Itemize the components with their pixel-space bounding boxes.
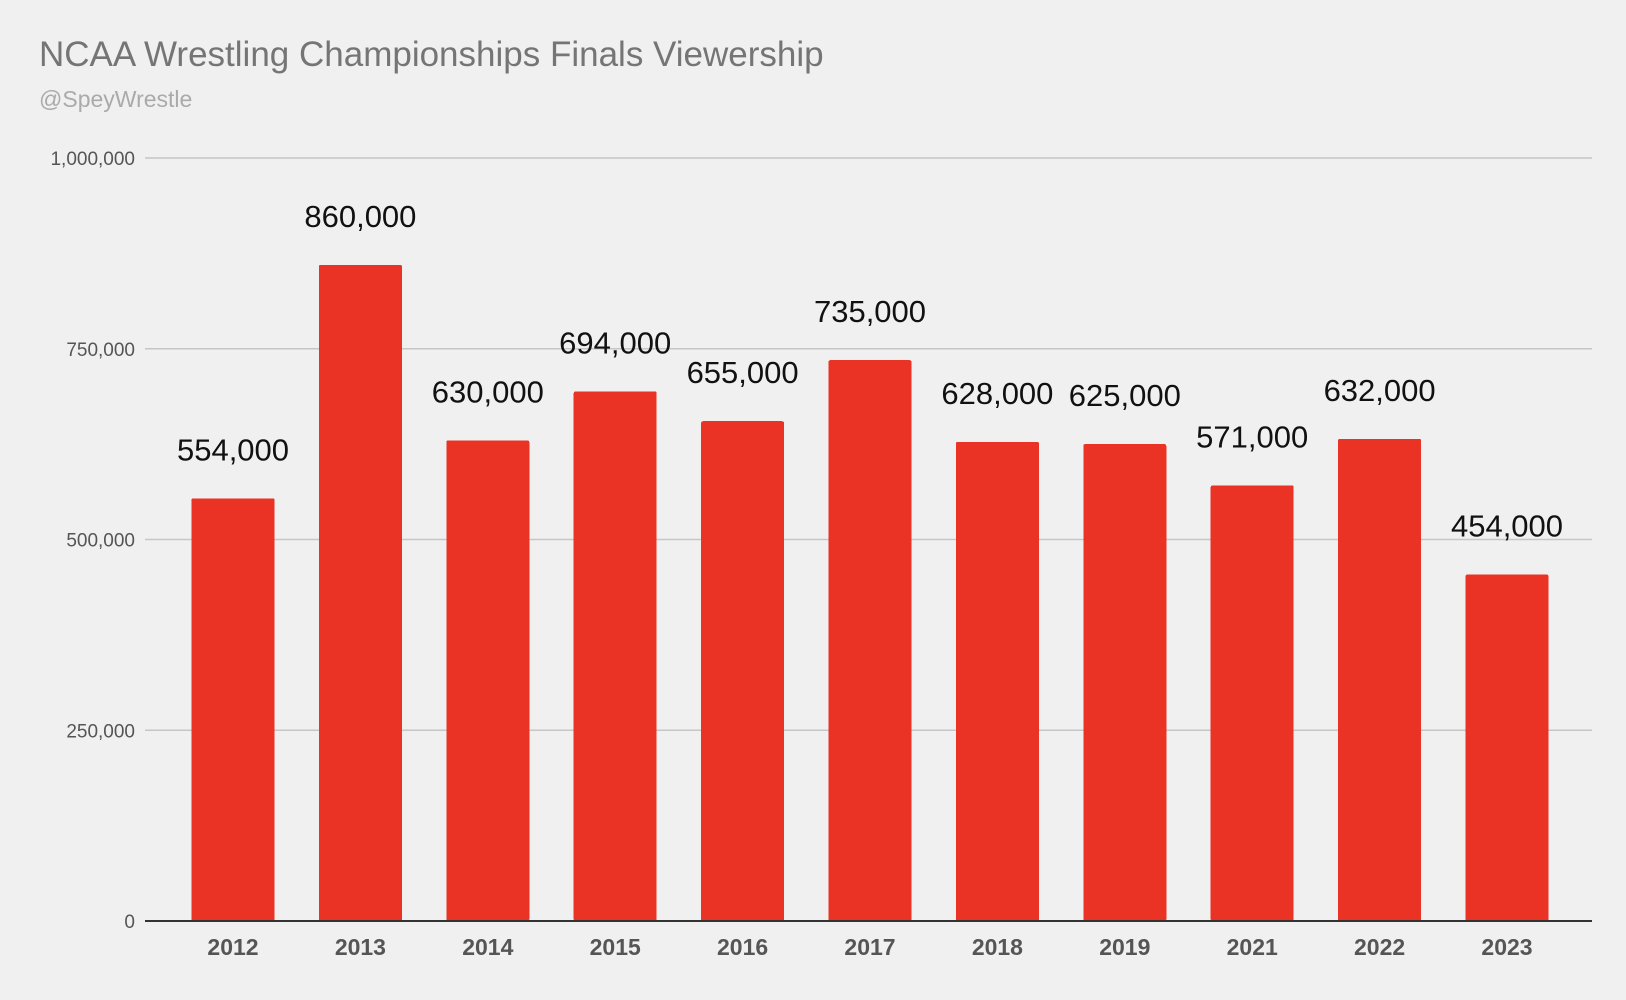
- bar-2014: [446, 440, 530, 921]
- bar-2019: [1083, 444, 1167, 921]
- y-tick-label: 250,000: [66, 721, 135, 742]
- bar-2016: [701, 421, 785, 921]
- data-label: 630,000: [432, 374, 544, 409]
- bar-2013: [318, 264, 402, 921]
- data-label: 694,000: [559, 325, 671, 360]
- y-tick-label: 1,000,000: [50, 149, 135, 170]
- x-tick-label: 2013: [335, 934, 386, 960]
- data-label: 632,000: [1324, 373, 1436, 408]
- data-label: 571,000: [1196, 419, 1308, 454]
- bar-2021: [1210, 485, 1294, 921]
- y-tick-label: 0: [124, 912, 135, 933]
- chart-subtitle: @SpeyWrestle: [39, 86, 193, 112]
- data-label: 454,000: [1451, 509, 1563, 544]
- data-label: 628,000: [941, 376, 1053, 411]
- bar-2018: [955, 441, 1039, 921]
- data-label: 554,000: [177, 432, 289, 467]
- data-labels: 554,000 860,000 630,000 694,000 655,000 735,0…: [177, 199, 1563, 544]
- bars: [191, 264, 1549, 921]
- x-tick-label: 2017: [844, 934, 895, 960]
- y-tick-label: 750,000: [66, 340, 135, 361]
- bar-2017: [828, 360, 912, 921]
- x-tick-label: 2023: [1481, 934, 1532, 960]
- bar-2015: [573, 391, 657, 921]
- data-label: 625,000: [1069, 378, 1181, 413]
- data-label: 860,000: [304, 199, 416, 234]
- x-tick-label: 2019: [1099, 934, 1150, 960]
- bar-2012: [191, 498, 275, 921]
- x-tick-label: 2012: [207, 934, 258, 960]
- x-tick-label: 2014: [462, 934, 513, 960]
- bar-2023: [1465, 574, 1549, 921]
- data-label: 655,000: [687, 355, 799, 390]
- x-tick-label: 2022: [1354, 934, 1405, 960]
- chart-title: NCAA Wrestling Championships Finals View…: [39, 35, 824, 74]
- x-axis-ticks: 2012 2013 2014 2015 2016 2017 2018 2019 2021 2022…: [207, 934, 1532, 960]
- data-label: 735,000: [814, 294, 926, 329]
- bar-2022: [1338, 438, 1422, 921]
- y-tick-label: 500,000: [66, 531, 135, 552]
- x-tick-label: 2018: [972, 934, 1023, 960]
- x-tick-label: 2015: [590, 934, 641, 960]
- x-tick-label: 2016: [717, 934, 768, 960]
- x-tick-label: 2021: [1227, 934, 1278, 960]
- y-axis-ticks: 0 250,000 500,000 750,000 1,000,000: [50, 149, 135, 933]
